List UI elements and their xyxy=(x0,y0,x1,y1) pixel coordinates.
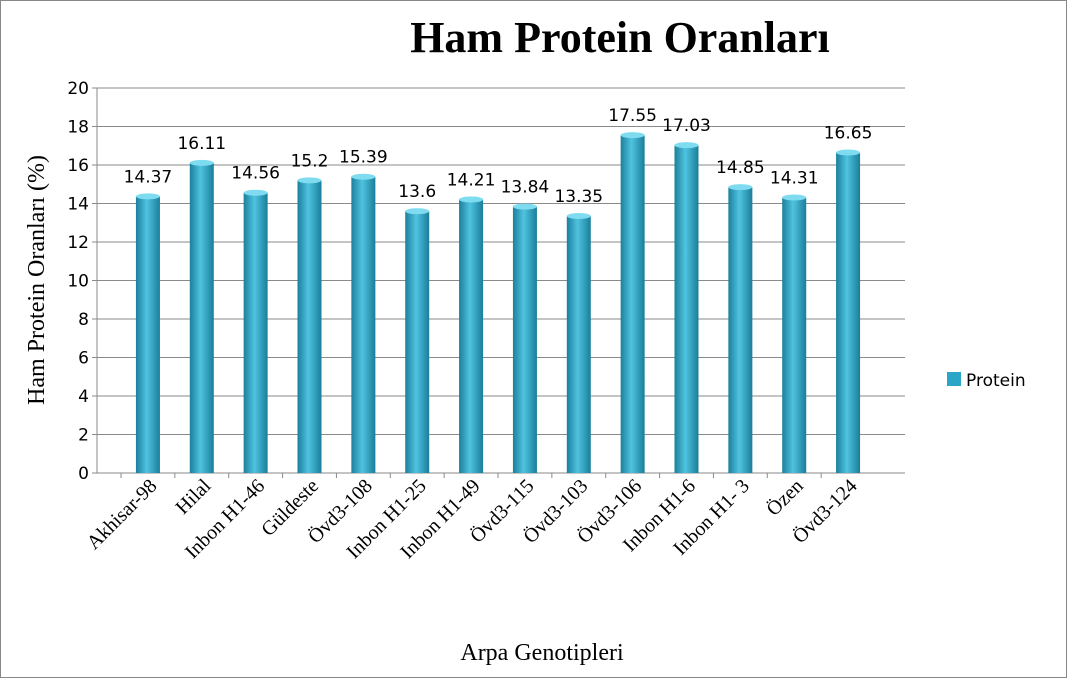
bar-top xyxy=(728,184,753,191)
y-tick-label: 4 xyxy=(78,387,89,407)
bar-top xyxy=(351,173,376,180)
data-label: 15.2 xyxy=(291,151,329,171)
y-tick-label: 16 xyxy=(67,156,89,176)
data-label: 16.65 xyxy=(824,123,873,143)
bar-top xyxy=(512,203,537,210)
data-label: 14.37 xyxy=(124,167,173,187)
bar-top xyxy=(459,196,484,203)
data-label: 16.11 xyxy=(177,134,226,154)
bar-top xyxy=(782,194,807,201)
y-axis-label: Ham Protein Oranları (%) xyxy=(24,155,50,405)
bar xyxy=(674,145,699,474)
data-label: 14.31 xyxy=(770,169,819,189)
bar xyxy=(297,180,322,473)
data-label: 14.85 xyxy=(716,158,765,178)
y-tick-label: 20 xyxy=(67,79,89,99)
data-label: 13.84 xyxy=(501,178,550,198)
bar xyxy=(620,135,645,473)
data-label: 17.55 xyxy=(608,106,657,126)
data-label: 13.6 xyxy=(398,182,436,202)
legend-swatch xyxy=(947,372,961,386)
bar xyxy=(135,196,160,473)
bar xyxy=(459,199,484,473)
bar xyxy=(405,211,430,473)
y-tick-label: 6 xyxy=(78,349,89,369)
legend-label: Protein xyxy=(966,371,1026,391)
bar xyxy=(351,176,376,473)
data-label: 13.35 xyxy=(554,187,603,207)
bar xyxy=(566,216,591,473)
bar-top xyxy=(189,159,214,166)
y-tick-label: 2 xyxy=(78,426,89,446)
data-label: 14.56 xyxy=(231,164,280,184)
bar-top xyxy=(135,193,160,200)
data-label: 14.21 xyxy=(447,170,496,190)
bar xyxy=(836,152,861,474)
bar-top xyxy=(566,213,591,220)
bar-top xyxy=(620,132,645,139)
data-label: 15.39 xyxy=(339,148,388,168)
bar xyxy=(243,192,268,473)
bar xyxy=(512,206,537,473)
y-tick-label: 8 xyxy=(78,310,89,330)
bar xyxy=(782,197,807,473)
y-tick-label: 10 xyxy=(67,272,89,292)
bar-top xyxy=(674,142,699,149)
y-tick-label: 14 xyxy=(67,195,89,215)
bar-top xyxy=(836,149,861,156)
bar-top xyxy=(243,189,268,196)
data-label: 17.03 xyxy=(662,116,711,136)
chart-title: Ham Protein Oranları xyxy=(410,13,830,62)
bar-top xyxy=(297,177,322,184)
y-tick-label: 12 xyxy=(67,233,89,253)
bar xyxy=(189,162,214,473)
bar xyxy=(728,187,753,473)
bar-top xyxy=(405,208,430,215)
y-tick-label: 0 xyxy=(78,464,89,484)
y-tick-label: 18 xyxy=(67,118,89,138)
x-axis-label: Arpa Genotipleri xyxy=(460,640,624,666)
